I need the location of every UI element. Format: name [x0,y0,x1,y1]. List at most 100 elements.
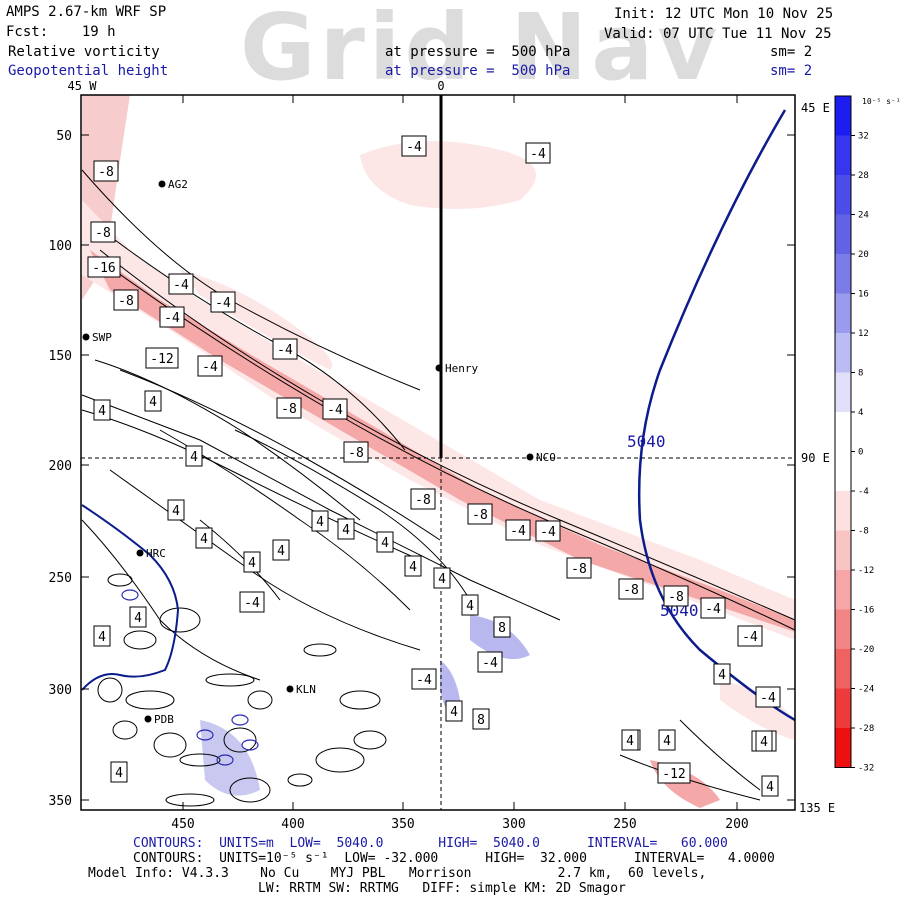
field2-level: at pressure = 500 hPa [385,63,571,79]
colorbar-label--28: -28 [858,724,874,734]
colorbar-segment-12 [835,570,851,610]
vorticity-label-box-25 [657,762,691,784]
vorticity-label-12: -8 [281,402,297,417]
noise-contour-13 [353,730,387,750]
noise-contour-9 [303,643,337,657]
vorticity-contour-5 [109,469,421,651]
colorbar-segment-9 [835,451,851,491]
colorbar-segment-5 [835,293,851,333]
vorticity-label-box-13 [322,398,348,420]
vorticity-label-box-27 [239,591,265,613]
station-label-hrc: HRC [146,547,166,560]
vorticity-contour-13 [679,719,761,791]
vorticity-label-51: 4 [760,735,768,750]
colorbar-label--8: -8 [858,527,869,537]
vorticity-label-box-8 [159,306,185,328]
colorbar-segment-4 [835,254,851,294]
vorticity-label-box-18 [535,520,561,542]
vorticity-label-13: -4 [327,403,343,418]
noise-contour-blue-0 [121,589,139,601]
vorticity-label-box-48 [621,729,639,751]
noise-contour-2 [159,607,201,633]
vorticity-label-4: -16 [92,261,115,276]
noise-contour-7 [125,690,175,710]
lon-label-135e: 135 E [799,801,835,815]
station-dot-henry [435,364,443,372]
vorticity-label-box-50 [713,663,731,685]
colorbar-label-16: 16 [858,290,869,300]
vorticity-label-box-31 [167,499,185,521]
station-label-henry: Henry [445,362,478,375]
vorticity-label-39: 4 [438,572,446,587]
vorticity-contour-0 [81,394,561,621]
vorticity-label-32: 4 [200,532,208,547]
vorticity-label-23: -4 [742,630,758,645]
colorbar-label-24: 24 [858,211,869,221]
lon-label-45w: 45 W [68,79,98,93]
station-label-ag2: AG2 [168,178,188,191]
vorticity-label-box-38 [404,555,422,577]
colorbar-label-20: 20 [858,250,869,260]
station-label-swp: SWP [92,331,112,344]
noise-contour-16 [112,720,138,740]
colorbar-label-8: 8 [858,369,863,379]
vorticity-label-box-20 [618,578,644,600]
vorticity-label-box-3 [90,221,116,243]
model-title: AMPS 2.67-km WRF SP [6,4,167,20]
colorbar-label--20: -20 [858,645,874,655]
vorticity-label-box-21 [663,585,689,607]
vorticity-label-2: -8 [98,165,114,180]
vorticity-label-box-41 [129,606,147,628]
colorbar-segment-2 [835,175,851,215]
field1-smoothing: sm= 2 [770,44,813,60]
station-dot-pdb [144,715,152,723]
vorticity-label-52: 8 [498,621,506,636]
colorbar-label-12: 12 [858,329,869,339]
noise-contour-17 [153,732,187,758]
vorticity-label-box-49 [445,700,463,722]
vorticity-shading-2 [90,250,795,632]
vorticity-label-20: -8 [623,583,639,598]
y-tick-label-200: 200 [49,459,72,474]
vorticity-label-10: -12 [150,352,173,367]
vorticity-label-35: 4 [316,515,324,530]
noise-contour-3 [205,673,255,687]
height-contour-5040 [637,109,796,722]
watermark: Grid Nav [240,0,722,101]
vorticity-label-33: 4 [248,556,256,571]
vorticity-contour-3 [119,369,441,541]
vorticity-label-box-28 [93,399,111,421]
vorticity-label-box-4 [87,256,121,278]
x-tick-label-450: 450 [171,817,194,832]
lon-label-90e: 90 E [801,451,830,465]
noise-contour-blue-1 [231,714,249,726]
vorticity-label-box-12 [276,397,302,419]
vorticity-label-19: -8 [571,562,587,577]
vorticity-label-34: 4 [277,544,285,559]
vorticity-label-54: -4 [482,656,498,671]
colorbar-label--16: -16 [858,606,874,616]
vorticity-label-48: 4 [626,734,634,749]
vorticity-label-box-19 [566,557,592,579]
noise-contour-8 [97,677,123,703]
noise-contour-4 [247,690,273,710]
colorbar-segment-14 [835,649,851,689]
colorbar-unit: 10⁻⁵ s⁻¹ [862,97,900,106]
vorticity-label-box-7 [210,291,236,313]
colorbar-label--12: -12 [858,566,874,576]
vorticity-shading-9 [720,680,795,740]
colorbar-segment-16 [835,728,851,768]
noise-contour-0 [107,573,133,587]
y-tick-label-300: 300 [49,683,72,698]
colorbar-segment-11 [835,530,851,570]
station-dot-kln [286,685,294,693]
station-dot-ag2 [158,180,166,188]
station-dot-hrc [136,549,144,557]
vorticity-label-41: 4 [134,611,142,626]
vorticity-label-8: -4 [164,311,180,326]
lon-label-0: 0 [437,79,444,93]
vorticity-label-box-15 [410,488,436,510]
colorbar-label-28: 28 [858,171,869,181]
station-label-nco: NCO [536,451,556,464]
vorticity-label-box-47 [110,761,128,783]
